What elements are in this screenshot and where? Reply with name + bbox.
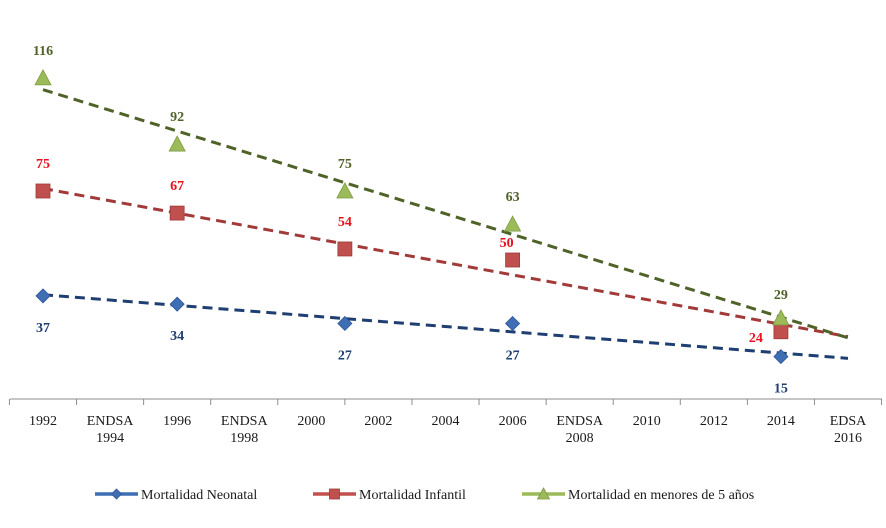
data-point <box>169 296 185 312</box>
legend-marker <box>110 488 123 500</box>
x-tick-label: 2014 <box>767 414 795 429</box>
data-label: 29 <box>774 288 788 303</box>
data-label: 67 <box>170 179 184 194</box>
data-label: 27 <box>338 348 352 363</box>
x-tick-label: 2010 <box>633 414 661 429</box>
data-point <box>337 241 353 257</box>
x-tick-label: ENDSA <box>556 414 604 429</box>
data-point <box>505 252 520 268</box>
data-label: 75 <box>36 157 50 172</box>
x-tick-label: 2004 <box>432 414 460 429</box>
data-label: 75 <box>338 157 352 172</box>
data-label: 54 <box>338 215 352 230</box>
trendline <box>42 88 849 340</box>
x-axis: 1992 ENDSA 1994 1996 ENDSA 1998 2000 2002 2004 20… <box>8 398 883 446</box>
data-point <box>503 215 522 232</box>
legend-marker <box>329 488 340 500</box>
data-point <box>34 68 52 86</box>
data-label: 24 <box>749 331 763 346</box>
x-tick-label: EDSA <box>830 414 867 429</box>
data-point <box>169 205 185 221</box>
data-point <box>35 288 51 304</box>
x-tick-label: ENDSA <box>87 414 135 429</box>
x-tick-label: 1992 <box>29 414 57 429</box>
data-label: 50 <box>500 236 514 251</box>
legend-label: Mortalidad en menores de 5 años <box>568 488 754 503</box>
data-point <box>35 183 51 199</box>
legend-label: Mortalidad Infantil <box>359 488 466 503</box>
legend-label: Mortalidad Neonatal <box>141 488 257 503</box>
data-label: 92 <box>170 110 184 125</box>
x-tick-label: 2012 <box>700 414 728 429</box>
data-point <box>773 349 789 365</box>
trendline <box>42 186 849 339</box>
data-point <box>773 324 789 340</box>
x-tick-label: 2006 <box>499 414 527 429</box>
x-tick-label: 2000 <box>297 414 325 429</box>
x-tick-label: 2002 <box>364 414 392 429</box>
data-label: 15 <box>774 382 788 397</box>
x-tick-label: 2008 <box>566 431 594 446</box>
data-point <box>772 309 790 326</box>
x-tick-label: 1996 <box>163 414 191 429</box>
data-point <box>337 315 353 332</box>
x-tick-label: ENDSA <box>221 414 269 429</box>
data-point <box>505 315 521 332</box>
data-markers <box>34 68 790 365</box>
legend: Mortalidad Neonatal Mortalidad Infantil Mo… <box>95 487 754 503</box>
data-labels: 37 34 27 27 15 75 67 54 50 24 116 92 75 63 29 <box>33 44 788 397</box>
data-point <box>168 135 186 152</box>
legend-marker <box>536 487 551 500</box>
x-tick-label: 2016 <box>834 431 862 446</box>
data-label: 116 <box>33 44 53 59</box>
x-tick-label: 1998 <box>230 431 258 446</box>
data-label: 37 <box>36 321 50 336</box>
trendline <box>42 293 849 360</box>
data-label: 34 <box>170 329 184 344</box>
data-point <box>336 182 354 199</box>
data-label: 27 <box>506 348 520 363</box>
trendlines <box>42 88 849 360</box>
x-tick-label: 1994 <box>96 431 124 446</box>
data-label: 63 <box>506 190 520 205</box>
